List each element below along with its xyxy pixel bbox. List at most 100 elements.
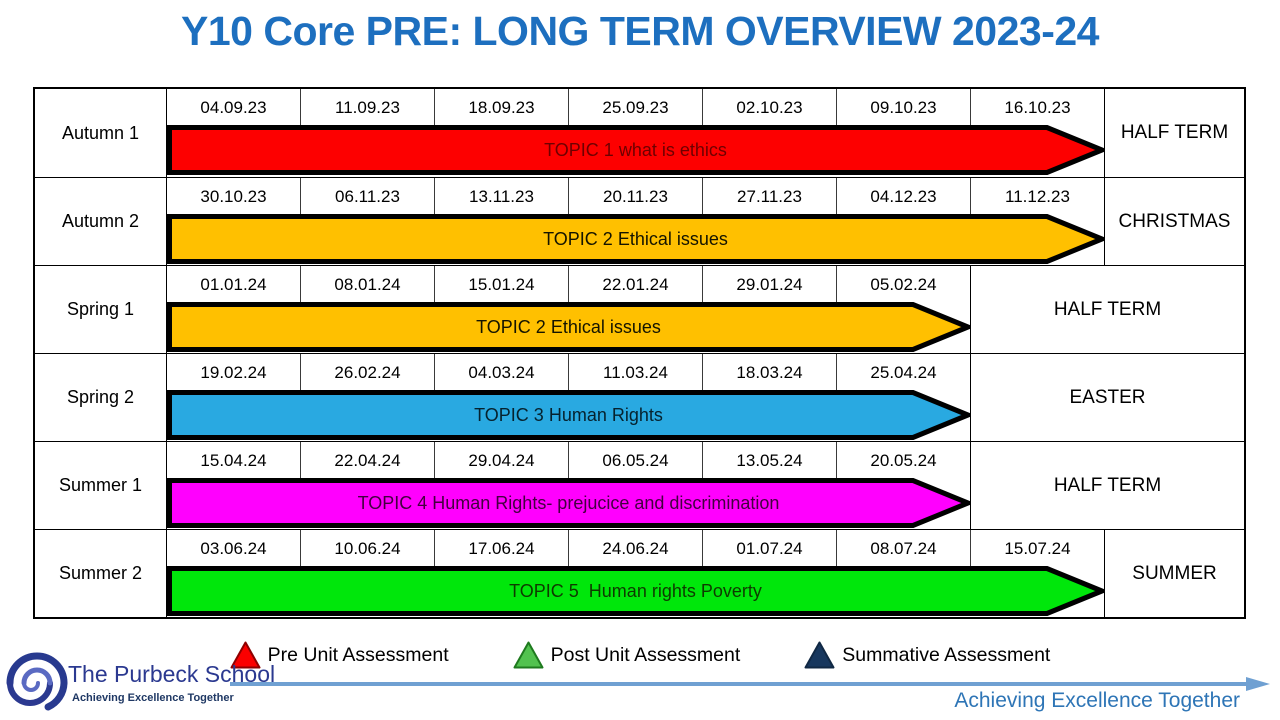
school-motto-large: Achieving Excellence Together — [954, 689, 1240, 712]
topic-arrow: TOPIC 2 Ethical issues — [167, 302, 971, 352]
legend-item: Summative Assessment — [804, 641, 1050, 669]
date-cell: 16.10.23 — [1004, 98, 1071, 117]
navy-triangle-icon — [804, 641, 835, 669]
term-label-cell: Autumn 2 — [35, 178, 167, 265]
topic-arrow-shape — [167, 478, 971, 528]
date-cell: 02.10.23 — [703, 89, 837, 125]
date-cell: 04.12.23 — [837, 178, 971, 214]
date-cell: 05.02.24 — [870, 275, 937, 294]
date-cell: 10.06.24 — [301, 530, 435, 566]
date-cell: 27.11.23 — [703, 178, 837, 214]
date-strip: 15.04.24 22.04.24 29.04.24 06.05.24 13.05.24… — [167, 442, 970, 478]
term-row: Spring 1 01.01.24 08.01.24 15.01.24 22.01.24… — [35, 265, 1244, 353]
topic-arrow-shape — [167, 302, 971, 352]
break-cell: HALF TERM — [1120, 122, 1229, 143]
school-motto-small: Achieving Excellence Together — [72, 692, 234, 704]
date-cell: 11.12.23 — [1005, 187, 1070, 206]
topic-arrow-shape — [167, 390, 971, 440]
topic-label: TOPIC 2 Ethical issues — [476, 317, 661, 337]
legend-label: Summative Assessment — [842, 643, 1051, 666]
overview-table: Autumn 1 04.09.23 11.09.23 18.09.23 25.09.23… — [33, 87, 1246, 619]
topic-arrow: TOPIC 3 Human Rights — [167, 390, 971, 440]
date-cell: 19.02.24 — [167, 354, 301, 390]
legend-item: Post Unit Assessment — [513, 641, 741, 669]
week-columns: 04.09.23 11.09.23 18.09.23 25.09.23 02.10.23… — [167, 89, 1105, 177]
topic-arrow: TOPIC 5 Human rights Poverty — [167, 566, 1105, 616]
date-cell: 03.06.24 — [167, 530, 301, 566]
assessment-legend: Pre Unit Assessment Post Unit Assessment S… — [0, 641, 1280, 669]
date-strip: 03.06.24 10.06.24 17.06.24 24.06.24 01.07.24… — [167, 530, 1104, 566]
term-label-cell: Autumn 1 — [35, 89, 167, 177]
week-columns: 15.04.24 22.04.24 29.04.24 06.05.24 13.05.24… — [167, 442, 971, 529]
date-strip: 19.02.24 26.02.24 04.03.24 11.03.24 18.03.24… — [167, 354, 970, 390]
date-cell: 29.01.24 — [703, 266, 837, 302]
legend-item: Pre Unit Assessment — [230, 641, 449, 669]
week-columns: 30.10.23 06.11.23 13.11.23 20.11.23 27.11.23… — [167, 178, 1105, 265]
date-cell: 09.10.23 — [837, 89, 971, 125]
term-row: Autumn 2 30.10.23 06.11.23 13.11.23 20.11.23… — [35, 177, 1244, 265]
legend-label: Pre Unit Assessment — [267, 643, 449, 666]
week-columns: 03.06.24 10.06.24 17.06.24 24.06.24 01.07.24… — [167, 530, 1105, 617]
red-triangle-icon — [230, 641, 261, 669]
date-cell: 25.09.23 — [569, 89, 703, 125]
date-cell: 11.09.23 — [301, 89, 435, 125]
page-title: Y10 Core PRE: LONG TERM OVERVIEW 2023-24 — [181, 8, 1099, 54]
date-cell: 13.11.23 — [435, 178, 569, 214]
date-cell: 29.04.24 — [435, 442, 569, 478]
term-label-cell: Summer 1 — [35, 442, 167, 529]
date-cell: 22.04.24 — [301, 442, 435, 478]
date-cell: 22.01.24 — [569, 266, 703, 302]
right-arrowhead-icon — [1246, 677, 1270, 691]
topic-label: TOPIC 2 Ethical issues — [543, 229, 728, 249]
date-cell: 11.03.24 — [569, 354, 703, 390]
date-cell: 06.05.24 — [569, 442, 703, 478]
term-label-cell: Spring 1 — [35, 266, 167, 353]
topic-label: TOPIC 4 Human Rights- prejucice and disc… — [357, 493, 780, 513]
date-strip: 01.01.24 08.01.24 15.01.24 22.01.24 29.01.24… — [167, 266, 970, 302]
purbeck-school-nautilus-logo — [6, 652, 68, 711]
topic-label: TOPIC 5 Human rights Poverty — [509, 581, 762, 601]
date-cell: 01.01.24 — [167, 266, 301, 302]
topic-arrow: TOPIC 4 Human Rights- prejucice and disc… — [167, 478, 971, 528]
break-cell: HALF TERM — [1053, 298, 1162, 320]
date-cell: 15.04.24 — [167, 442, 301, 478]
date-cell: 18.03.24 — [703, 354, 837, 390]
date-cell: 30.10.23 — [167, 178, 301, 214]
legend-label: Post Unit Assessment — [550, 643, 741, 666]
date-strip: 30.10.23 06.11.23 13.11.23 20.11.23 27.11.23… — [167, 178, 1104, 214]
date-cell: 18.09.23 — [435, 89, 569, 125]
date-cell: 08.01.24 — [301, 266, 435, 302]
date-cell: 15.01.24 — [435, 266, 569, 302]
date-cell: 06.11.23 — [301, 178, 435, 214]
break-cell: HALF TERM — [1053, 474, 1162, 496]
date-cell: 04.03.24 — [435, 354, 569, 390]
topic-arrow-shape — [167, 125, 1105, 175]
topic-arrow-shape — [167, 566, 1105, 616]
date-cell: 01.07.24 — [703, 530, 837, 566]
week-columns: 19.02.24 26.02.24 04.03.24 11.03.24 18.03.24… — [167, 354, 971, 441]
date-cell: 20.11.23 — [569, 178, 703, 214]
date-cell: 15.07.24 — [1004, 539, 1071, 558]
date-cell: 20.05.24 — [870, 451, 937, 470]
term-label-cell: Summer 2 — [35, 530, 167, 617]
break-cell: SUMMER — [1132, 562, 1217, 584]
date-cell: 24.06.24 — [569, 530, 703, 566]
term-label-cell: Spring 2 — [35, 354, 167, 441]
date-strip: 04.09.23 11.09.23 18.09.23 25.09.23 02.10.23… — [167, 89, 1104, 125]
date-cell: 08.07.24 — [837, 530, 971, 566]
green-triangle-icon — [513, 641, 544, 669]
term-row: Summer 1 15.04.24 22.04.24 29.04.24 06.05.24… — [35, 441, 1244, 529]
term-row: Autumn 1 04.09.23 11.09.23 18.09.23 25.09.23… — [35, 89, 1244, 177]
date-cell: 04.09.23 — [167, 89, 301, 125]
break-cell: CHRISTMAS — [1118, 210, 1231, 232]
break-cell: EASTER — [1069, 386, 1146, 408]
week-columns: 01.01.24 08.01.24 15.01.24 22.01.24 29.01.24… — [167, 266, 971, 353]
topic-arrow: TOPIC 1 what is ethics — [167, 125, 1105, 175]
topic-label: TOPIC 1 what is ethics — [544, 140, 727, 160]
term-row: Summer 2 03.06.24 10.06.24 17.06.24 24.06.24… — [35, 529, 1244, 617]
topic-arrow-shape — [167, 214, 1105, 264]
topic-label: TOPIC 3 Human Rights — [474, 405, 663, 425]
date-cell: 17.06.24 — [435, 530, 569, 566]
date-cell: 13.05.24 — [703, 442, 837, 478]
